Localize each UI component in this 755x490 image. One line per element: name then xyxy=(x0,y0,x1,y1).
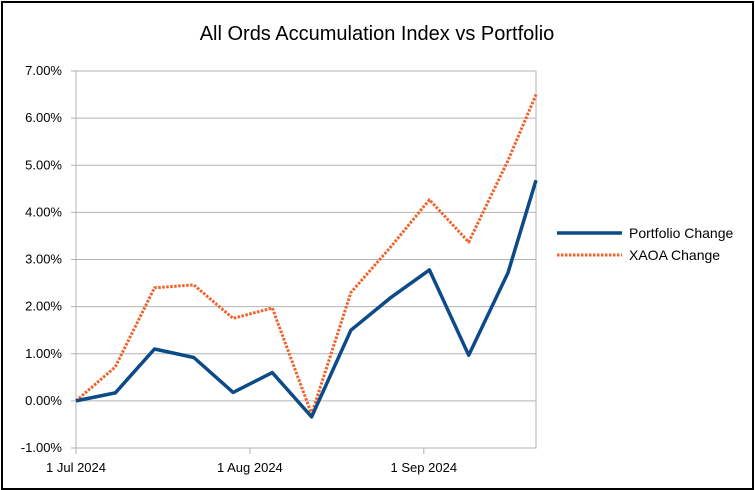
x-tick-label: 1 Aug 2024 xyxy=(217,460,283,475)
portfolio-change-line xyxy=(75,179,538,419)
y-tick-label: 7.00% xyxy=(25,63,62,78)
legend-label: XAOA Change xyxy=(629,247,720,263)
y-axis-ticks: -1.00% 0.00% 1.00% 2.00% 3.00% 4.00% 5.00% 6.00… xyxy=(21,63,76,455)
gridlines xyxy=(76,70,536,449)
chart-title: All Ords Accumulation Index vs Portfolio xyxy=(200,23,555,45)
x-axis-ticks: 1 Jul 2024 1 Aug 2024 1 Sep 2024 xyxy=(46,448,457,475)
xaoa-change-line xyxy=(75,94,538,416)
y-tick-label: 2.00% xyxy=(25,299,62,314)
y-tick-label: 3.00% xyxy=(25,252,62,267)
y-tick-label: 5.00% xyxy=(25,157,62,172)
y-tick-label: 1.00% xyxy=(25,346,62,361)
x-tick-label: 1 Jul 2024 xyxy=(46,460,106,475)
series-layer xyxy=(75,94,538,419)
y-tick-label: 0.00% xyxy=(25,393,62,408)
x-tick-label: 1 Sep 2024 xyxy=(391,460,458,475)
y-tick-label: 4.00% xyxy=(25,204,62,219)
y-tick-label: 6.00% xyxy=(25,110,62,125)
y-tick-label: -1.00% xyxy=(21,440,63,455)
legend: Portfolio Change XAOA Change xyxy=(557,225,734,263)
legend-label: Portfolio Change xyxy=(629,225,734,241)
